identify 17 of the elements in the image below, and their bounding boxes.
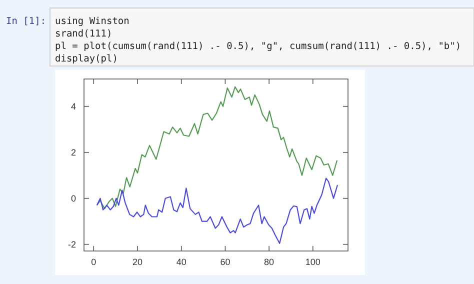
x-tick-label: 80 xyxy=(264,257,274,267)
text: display(pl) xyxy=(55,54,118,64)
line-series xyxy=(96,178,338,244)
x-tick-label: 20 xyxy=(132,257,143,267)
x-tick-label: 60 xyxy=(220,257,230,267)
text: In [1]: xyxy=(6,16,46,27)
x-tick-label: 40 xyxy=(176,257,186,267)
text: pl = plot(cumsum(rand(111) .- 0.5), "g", cumsum(rand(111) .- 0.5), "b") xyxy=(55,41,462,52)
x-tick-label: 0 xyxy=(91,257,96,267)
y-tick-label: 0 xyxy=(70,193,76,204)
text: srand(111) xyxy=(55,28,112,40)
line-series xyxy=(96,86,338,210)
y-tick-label: -2 xyxy=(68,239,76,250)
y-tick-label: 4 xyxy=(70,101,76,112)
text: using Winston xyxy=(55,16,130,27)
x-tick-label: 100 xyxy=(305,257,320,267)
y-tick-label: 2 xyxy=(70,147,76,158)
